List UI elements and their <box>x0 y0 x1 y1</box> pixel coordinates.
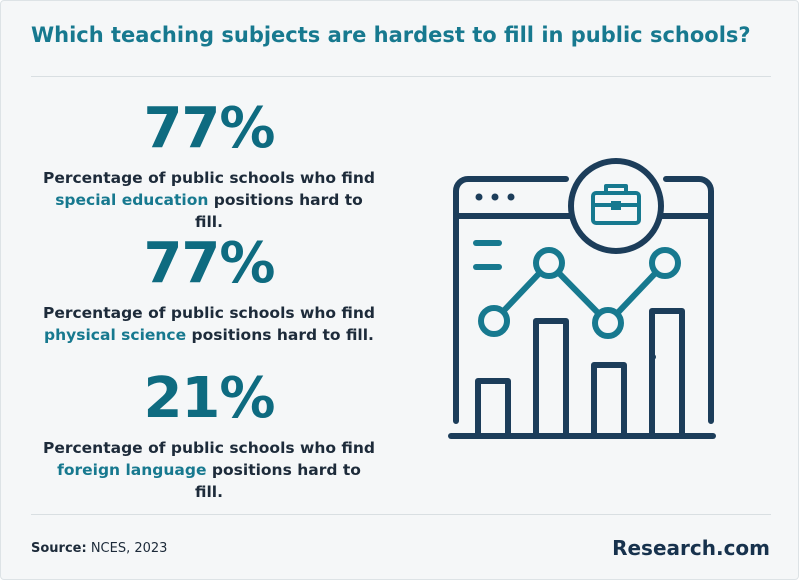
analytics-icon <box>448 158 716 439</box>
source-text: NCES, 2023 <box>90 541 168 556</box>
highlight-subject: physical science <box>44 326 187 344</box>
stat-value: 77% <box>143 231 275 296</box>
stat-block: 21% Percentage of public schools who find… <box>41 371 377 503</box>
description-text: Percentage of public schools who find <box>42 304 376 322</box>
description-text: positions hard to fill. <box>194 191 363 231</box>
stat-block: 77% Percentage of public schools who find… <box>41 236 377 346</box>
highlight-subject: special education <box>55 191 209 209</box>
description-text: positions hard to fill. <box>194 461 361 501</box>
stat-block: 77% Percentage of public schools who find… <box>41 101 377 233</box>
divider <box>31 76 771 77</box>
highlight-subject: foreign language <box>57 461 207 479</box>
source-label: Source: <box>31 541 87 556</box>
description-text: Percentage of public schools who find <box>42 439 376 457</box>
stat-value: 77% <box>143 96 275 161</box>
stat-value: 21% <box>143 366 275 431</box>
divider <box>31 514 771 515</box>
stat-description: Percentage of public schools who find phy… <box>41 302 377 346</box>
stat-description: Percentage of public schools who find for… <box>41 437 377 503</box>
description-text: Percentage of public schools who find <box>42 169 376 187</box>
brand-logo: Research.com <box>612 536 770 560</box>
title: Which teaching subjects are hardest to f… <box>31 23 751 47</box>
source: Source: NCES, 2023 <box>31 541 167 556</box>
stat-description: Percentage of public schools who find spe… <box>41 167 377 233</box>
description-text: positions hard to fill. <box>191 326 374 344</box>
